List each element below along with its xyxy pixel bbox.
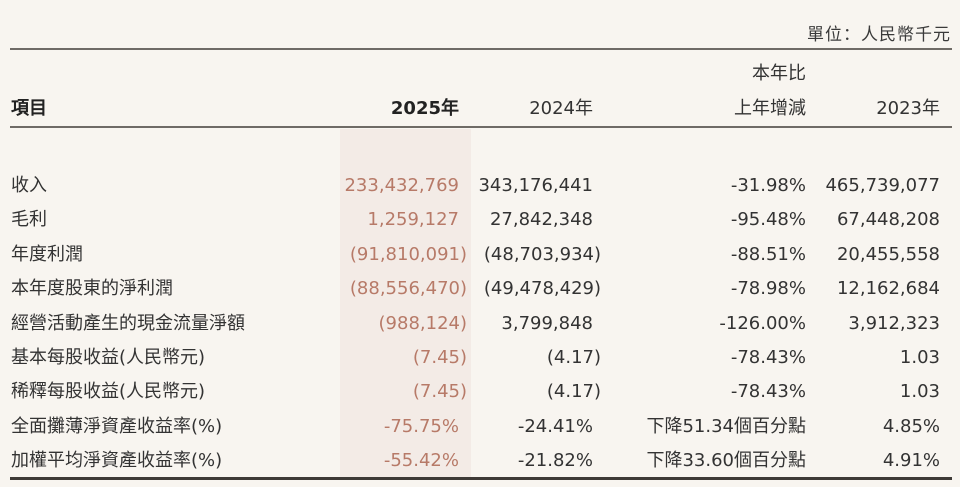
row-label: 加權平均淨資產收益率(%): [11, 450, 223, 471]
header-2023: 2023年: [876, 98, 940, 119]
value-2025: 233,432,769: [344, 175, 459, 196]
value-change: -88.51%: [730, 244, 806, 265]
header-change-line2: 上年增減: [734, 98, 806, 119]
value-2024: -24.41%: [517, 416, 593, 437]
top-rule: [10, 48, 952, 50]
unit-label: 單位：人民幣千元: [807, 25, 951, 45]
header-2025: 2025年: [390, 98, 459, 119]
value-2023: 465,739,077: [825, 175, 940, 196]
value-change: -126.00%: [719, 313, 806, 334]
row-label: 稀釋每股收益(人民幣元): [11, 381, 206, 402]
value-2023: 4.91%: [882, 450, 940, 471]
value-2025: -75.75%: [383, 416, 459, 437]
value-2023: 3,912,323: [848, 313, 940, 334]
value-2023: 1.03: [899, 347, 940, 368]
row-label: 全面攤薄淨資產收益率(%): [11, 416, 223, 437]
value-2025: (88,556,470): [349, 278, 467, 299]
header-item: 項目: [11, 98, 47, 119]
value-2023: 12,162,684: [836, 278, 940, 299]
row-label: 年度利潤: [11, 244, 83, 265]
value-change: -78.43%: [730, 347, 806, 368]
value-2024: -21.82%: [517, 450, 593, 471]
value-2024: (49,478,429): [483, 278, 601, 299]
row-label: 經營活動產生的現金流量淨額: [11, 313, 245, 334]
value-2023: 20,455,558: [836, 244, 940, 265]
row-label: 毛利: [11, 209, 47, 230]
value-change: -31.98%: [730, 175, 806, 196]
value-2025: (91,810,091): [349, 244, 467, 265]
value-2024: (48,703,934): [483, 244, 601, 265]
value-change: 下降51.34個百分點: [646, 416, 806, 437]
value-2025: (7.45): [412, 347, 467, 368]
value-2024: 3,799,848: [501, 313, 593, 334]
row-label: 本年度股東的淨利潤: [11, 278, 173, 299]
value-2025: (7.45): [412, 381, 467, 402]
row-label: 收入: [11, 175, 47, 196]
value-change: -78.43%: [730, 381, 806, 402]
row-label: 基本每股收益(人民幣元): [11, 347, 206, 368]
value-2024: 343,176,441: [478, 175, 593, 196]
value-2025: -55.42%: [383, 450, 459, 471]
value-2025: 1,259,127: [367, 209, 459, 230]
value-2024: 27,842,348: [489, 209, 593, 230]
value-2023: 67,448,208: [836, 209, 940, 230]
value-2024: (4.17): [546, 347, 601, 368]
value-change: -95.48%: [730, 209, 806, 230]
value-2024: (4.17): [546, 381, 601, 402]
current-year-highlight-column: [340, 129, 471, 477]
value-change: -78.98%: [730, 278, 806, 299]
header-2024: 2024年: [529, 98, 593, 119]
value-2023: 4.85%: [882, 416, 940, 437]
header-change-line1: 本年比: [752, 63, 806, 84]
value-2023: 1.03: [899, 381, 940, 402]
value-2025: (988,124): [378, 313, 467, 334]
header-rule: [10, 126, 952, 128]
value-change: 下降33.60個百分點: [646, 450, 806, 471]
bottom-rule: [10, 477, 952, 480]
